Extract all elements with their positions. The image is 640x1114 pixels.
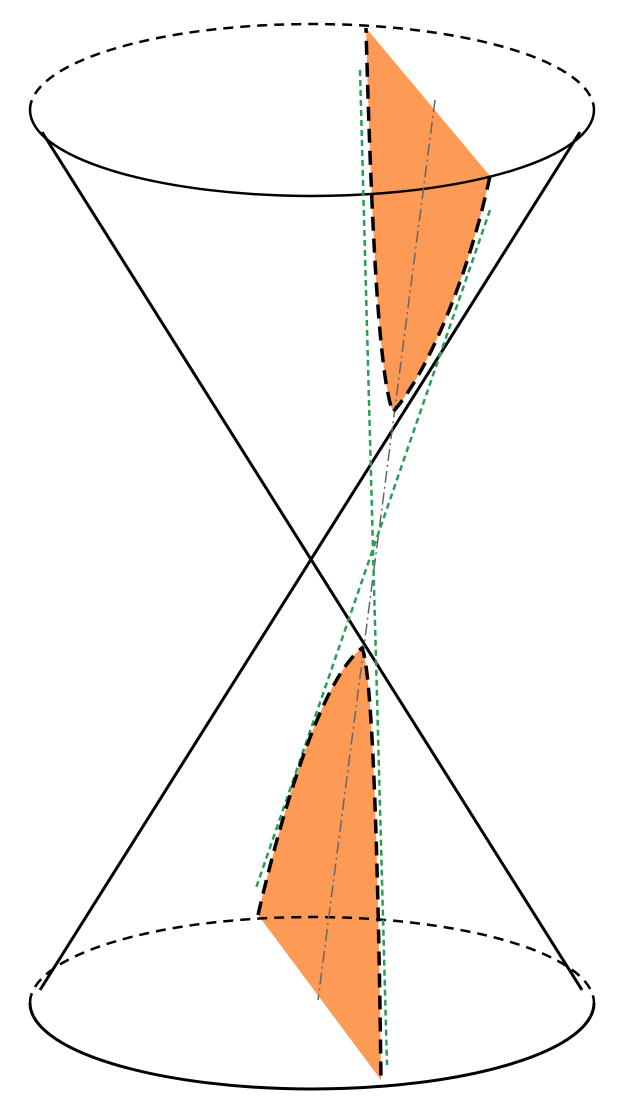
bottom-rim-front: [28, 1002, 596, 1091]
asymptote: [358, 69, 389, 1066]
upper-section-fill: [366, 28, 490, 412]
axis-line: [317, 99, 436, 1001]
cone-generator: [38, 131, 582, 991]
bottom-rim-back: [28, 915, 596, 1004]
top-rim-back: [28, 22, 596, 111]
cone-generator: [40, 131, 584, 991]
lower-hyperbola-branch: [256, 645, 383, 1081]
upper-hyperbola-branch: [364, 27, 492, 416]
top-rim-front: [28, 109, 596, 198]
